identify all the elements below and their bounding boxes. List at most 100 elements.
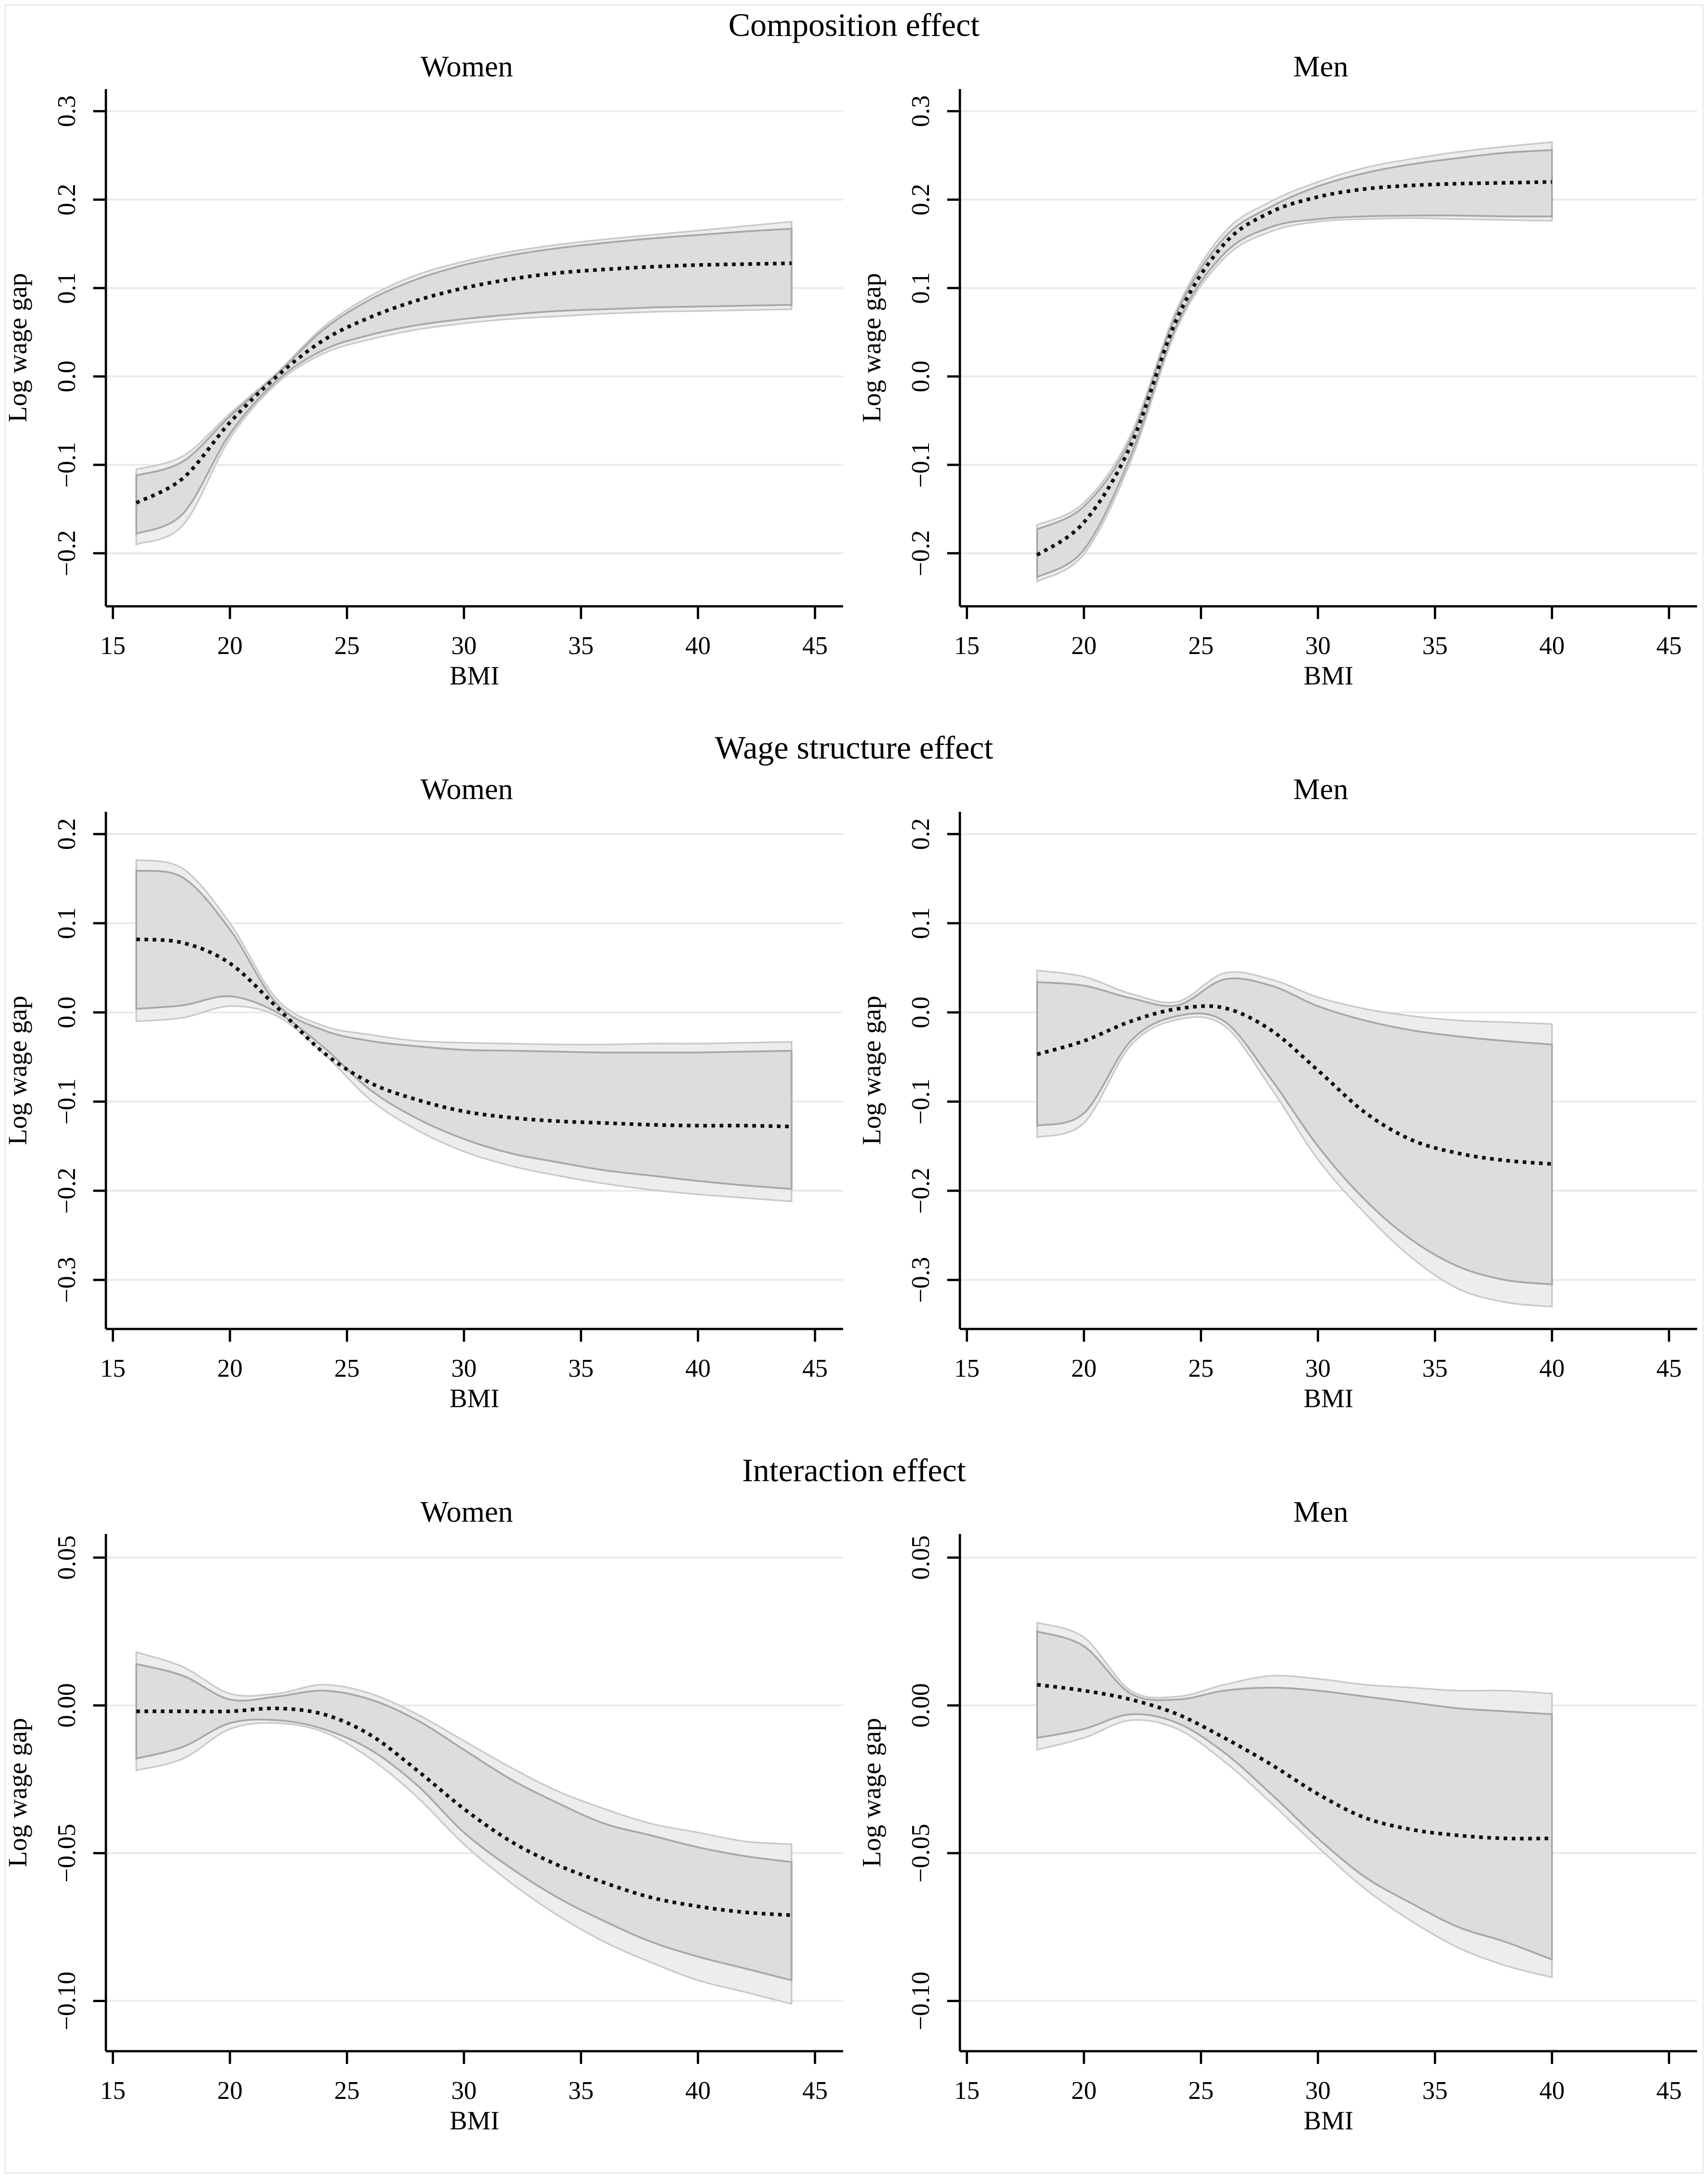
y-tick-label: −0.2 xyxy=(53,530,81,576)
chart-composition-men: 0.3 0.2 0.1 0.0 −0.1 −0.2 15 20 25 30 35 40 45 BMI Log… xyxy=(857,89,1697,690)
x-tick-label: 40 xyxy=(1539,632,1565,660)
y-tick-label: 0.1 xyxy=(907,272,935,304)
panels-interaction: Women 0.05 0.00 −0.05 −0.10 15 20 25 30 35 40 45 BM… xyxy=(0,1489,1708,2147)
panel-composition-men: Men 0.3 0.2 0.1 0.0 −0.1 −0.2 15 20 25 30 35 40 45 BM… xyxy=(854,43,1708,702)
y-tick-label: −0.2 xyxy=(907,530,935,576)
median-dotted-line xyxy=(135,261,792,505)
confidence-band-inner xyxy=(1036,977,1553,1285)
y-tick-label: 0.05 xyxy=(53,1535,81,1580)
y-tick-label: −0.1 xyxy=(53,442,81,488)
y-tick-label: −0.10 xyxy=(907,1972,935,2031)
y-axis-title: Log wage gap xyxy=(3,995,32,1145)
y-tick-label: 0.0 xyxy=(53,996,81,1028)
x-tick-label: 30 xyxy=(1305,2077,1331,2105)
y-tick-label: −0.2 xyxy=(53,1168,81,1214)
y-tick-label: 0.0 xyxy=(907,360,935,392)
panel-interaction-women: Women 0.05 0.00 −0.05 −0.10 15 20 25 30 35 40 45 BM… xyxy=(0,1489,854,2147)
row-title-composition: Composition effect xyxy=(728,7,980,43)
x-tick-label: 40 xyxy=(685,1354,711,1383)
x-tick-label: 25 xyxy=(1188,1354,1214,1383)
x-tick-label: 35 xyxy=(568,632,594,660)
x-tick-label: 45 xyxy=(1656,632,1682,660)
x-tick-label: 25 xyxy=(334,2077,360,2105)
panel-subtitle-men: Men xyxy=(1293,772,1348,806)
y-tick-label: −0.3 xyxy=(907,1257,935,1303)
x-tick-label: 40 xyxy=(685,2077,711,2105)
y-tick-label: 0.0 xyxy=(53,360,81,392)
x-tick-label: 30 xyxy=(451,632,477,660)
x-tick-label: 20 xyxy=(1071,1354,1097,1383)
x-tick-label: 25 xyxy=(334,632,360,660)
y-tick-label: −0.10 xyxy=(53,1972,81,2031)
x-tick-label: 25 xyxy=(1188,632,1214,660)
panel-wage-structure-men: Men 0.2 0.1 0.0 −0.1 −0.2 −0.3 15 20 25 30 35 40 45 B… xyxy=(854,766,1708,1424)
y-tick-label: 0.3 xyxy=(907,95,935,127)
x-tick-label: 15 xyxy=(954,2077,979,2105)
y-tick-label: 0.00 xyxy=(53,1683,81,1728)
panel-wage-structure-women: Women 0.2 0.1 0.0 −0.1 −0.2 −0.3 15 20 25 30 35 40 4… xyxy=(0,766,854,1424)
chart-wage-structure-men: 0.2 0.1 0.0 −0.1 −0.2 −0.3 15 20 25 30 35 40 45 BMI Lo… xyxy=(857,811,1697,1413)
y-tick-label: −0.1 xyxy=(907,442,935,488)
y-tick-label: −0.2 xyxy=(907,1168,935,1214)
y-tick-label: 0.05 xyxy=(907,1535,935,1580)
confidence-band-inner xyxy=(135,228,793,535)
x-tick-label: 40 xyxy=(685,632,711,660)
x-tick-label: 25 xyxy=(334,1354,360,1383)
x-tick-label: 15 xyxy=(954,1354,979,1383)
y-axis-title: Log wage gap xyxy=(857,1718,886,1868)
x-axis-title: BMI xyxy=(449,661,499,690)
row-composition-effect: Composition effect Women 0.3 0.2 0.1 0.0 −0.… xyxy=(0,0,1708,702)
x-axis-title: BMI xyxy=(1303,661,1353,690)
x-tick-label: 40 xyxy=(1539,1354,1565,1383)
y-tick-label: 0.1 xyxy=(53,272,81,304)
x-axis-title: BMI xyxy=(1303,2106,1353,2135)
y-axis-title: Log wage gap xyxy=(857,995,886,1145)
y-tick-label: −0.1 xyxy=(907,1078,935,1124)
panel-subtitle-men: Men xyxy=(1293,1495,1348,1529)
y-axis-title: Log wage gap xyxy=(3,1718,32,1868)
y-tick-label: 0.1 xyxy=(53,907,81,939)
y-tick-label: 0.2 xyxy=(907,818,935,850)
x-tick-label: 45 xyxy=(802,1354,828,1383)
x-tick-label: 35 xyxy=(1422,632,1448,660)
chart-wage-structure-women: 0.2 0.1 0.0 −0.1 −0.2 −0.3 15 20 25 30 35 40 45 BMI Lo… xyxy=(3,811,843,1413)
x-tick-label: 15 xyxy=(100,2077,125,2105)
x-tick-label: 15 xyxy=(100,1354,125,1383)
y-axis-title: Log wage gap xyxy=(857,273,886,423)
y-tick-label: 0.2 xyxy=(53,184,81,215)
median-dotted-line xyxy=(136,1706,792,1918)
panel-subtitle-men: Men xyxy=(1293,50,1348,84)
panels-wage-structure: Women 0.2 0.1 0.0 −0.1 −0.2 −0.3 15 20 25 30 35 40 4… xyxy=(0,766,1708,1424)
x-tick-label: 45 xyxy=(802,632,828,660)
confidence-band-inner xyxy=(1036,149,1553,579)
y-tick-label: −0.05 xyxy=(53,1824,81,1883)
y-tick-label: 0.0 xyxy=(907,996,935,1028)
row-title-interaction: Interaction effect xyxy=(742,1452,966,1489)
row-title-wage-structure: Wage structure effect xyxy=(714,729,994,766)
x-tick-label: 40 xyxy=(1539,2077,1565,2105)
panel-composition-women: Women 0.3 0.2 0.1 0.0 −0.1 −0.2 15 20 25 30 35 40 45… xyxy=(0,43,854,702)
y-axis-title: Log wage gap xyxy=(3,273,32,423)
x-tick-label: 30 xyxy=(451,1354,477,1383)
x-tick-label: 35 xyxy=(568,1354,594,1383)
x-tick-label: 45 xyxy=(1656,2077,1682,2105)
x-tick-label: 20 xyxy=(1071,2077,1097,2105)
median-dotted-line xyxy=(136,937,792,1129)
row-wage-structure-effect: Wage structure effect Women 0.2 0.1 0.0 −0.… xyxy=(0,723,1708,1424)
x-tick-label: 20 xyxy=(217,2077,243,2105)
x-tick-label: 30 xyxy=(1305,632,1331,660)
chart-interaction-men: 0.05 0.00 −0.05 −0.10 15 20 25 30 35 40 45 BMI Log w… xyxy=(857,1534,1697,2135)
confidence-band-inner xyxy=(135,1663,793,1982)
x-tick-label: 20 xyxy=(1071,632,1097,660)
median-dotted-line xyxy=(1036,1004,1553,1166)
y-tick-label: 0.3 xyxy=(53,95,81,127)
panel-interaction-men: Men 0.05 0.00 −0.05 −0.10 15 20 25 30 35 40 45 BMI L… xyxy=(854,1489,1708,2147)
x-tick-label: 30 xyxy=(1305,1354,1331,1383)
row-interaction-effect: Interaction effect Women 0.05 0.00 −0.05 −0… xyxy=(0,1445,1708,2147)
y-tick-label: 0.2 xyxy=(53,818,81,850)
x-axis-title: BMI xyxy=(1303,1384,1353,1413)
x-tick-label: 25 xyxy=(1188,2077,1214,2105)
x-tick-label: 15 xyxy=(100,632,125,660)
x-tick-label: 15 xyxy=(954,632,979,660)
x-tick-label: 45 xyxy=(1656,1354,1682,1383)
